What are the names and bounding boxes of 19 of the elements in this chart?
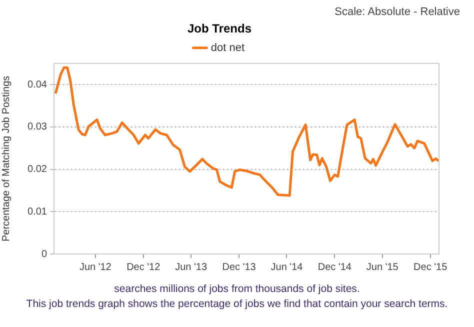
text: searches millions of jobs from thousands of job sites.	[113, 282, 361, 297]
x-tick-label: Dec '15	[414, 262, 448, 273]
x-tick-label: Jun '13	[175, 262, 208, 273]
text: This job trends graph shows the percentage of jobs we find that contain your search terms.	[25, 297, 449, 312]
x-tick-label: Dec '12	[126, 262, 161, 273]
y-tick-label: 0.02	[28, 164, 48, 176]
x-tick-label: Jun '12	[79, 262, 112, 273]
y-tick-label: 0.04	[28, 79, 48, 90]
y-tick-label: 0.03	[28, 122, 48, 133]
text: Scale: Absolute - Relative	[334, 6, 460, 18]
chart-title: Job Trends	[187, 22, 252, 36]
x-tick-label: Dec '13	[222, 262, 256, 273]
x-tick-label: Jun '15	[366, 262, 399, 273]
y-tick-label: 0.01	[28, 206, 48, 218]
y-axis-title: Percentage of Matching Job Postings	[0, 76, 12, 242]
legend-label: dot net	[210, 42, 245, 54]
y-tick-label: 0	[41, 248, 48, 260]
x-tick-label: Dec '14	[318, 262, 352, 273]
x-tick-label: Jun '14	[270, 262, 304, 273]
